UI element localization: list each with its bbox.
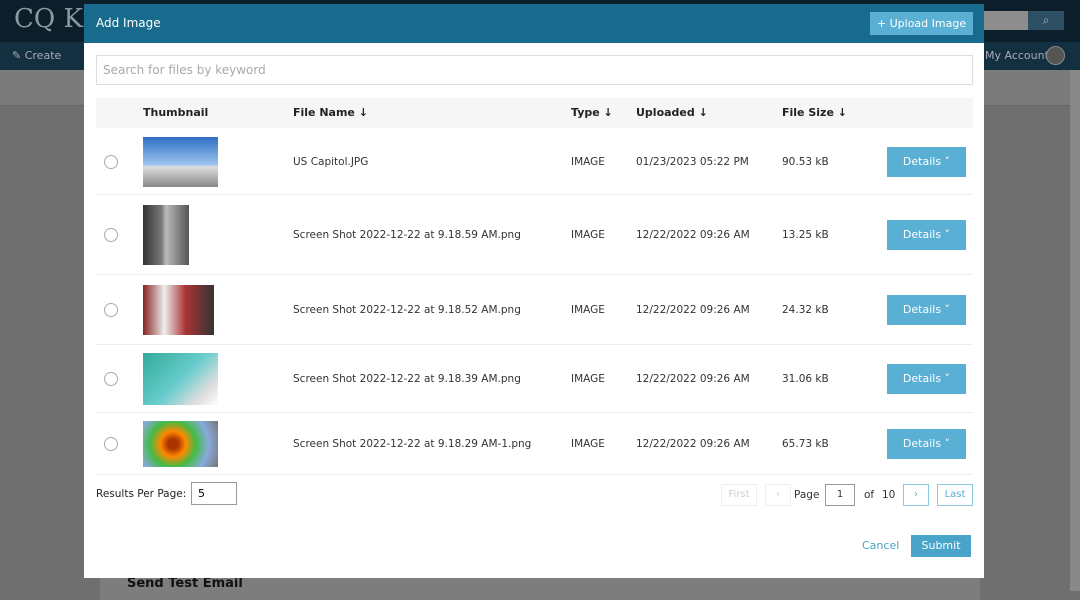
modal-header: Add Image + Upload Image xyxy=(84,4,984,43)
col-thumbnail: Thumbnail xyxy=(143,106,209,119)
file-type: IMAGE xyxy=(571,437,605,450)
col-file-name[interactable]: File Name ↓ xyxy=(293,106,368,119)
modal-title: Add Image xyxy=(96,16,161,30)
table-row: Screen Shot 2022-12-22 at 9.18.52 AM.png… xyxy=(96,275,973,345)
file-name: Screen Shot 2022-12-22 at 9.18.29 AM-1.p… xyxy=(293,437,532,450)
file-name: Screen Shot 2022-12-22 at 9.18.52 AM.png xyxy=(293,303,521,316)
file-size: 13.25 kB xyxy=(782,228,829,241)
col-file-size[interactable]: File Size ↓ xyxy=(782,106,847,119)
scrollbar[interactable] xyxy=(1070,70,1080,591)
add-image-modal: Add Image + Upload Image Thumbnail File … xyxy=(84,4,984,578)
thumbnail-image xyxy=(143,204,189,265)
results-per-page-input[interactable]: 5 xyxy=(191,482,237,505)
total-pages: 10 xyxy=(882,489,896,501)
col-uploaded[interactable]: Uploaded ↓ xyxy=(636,106,708,119)
uploaded-date: 12/22/2022 09:26 AM xyxy=(636,372,750,385)
details-button[interactable]: Details ˅ xyxy=(887,147,966,177)
submit-button[interactable]: Submit xyxy=(911,535,971,557)
uploaded-date: 12/22/2022 09:26 AM xyxy=(636,228,750,241)
table-row: Screen Shot 2022-12-22 at 9.18.39 AM.png… xyxy=(96,345,973,413)
thumbnail-image xyxy=(143,137,218,187)
avatar[interactable] xyxy=(1046,46,1065,65)
thumbnail-image xyxy=(143,420,218,467)
search-icon[interactable]: ⌕ xyxy=(1028,11,1064,30)
page-input[interactable]: 1 xyxy=(825,484,855,506)
of-label: of xyxy=(864,489,875,501)
thumbnail-image xyxy=(143,284,214,335)
cancel-button[interactable]: Cancel xyxy=(862,539,900,552)
select-radio[interactable] xyxy=(104,371,118,386)
file-size: 24.32 kB xyxy=(782,303,829,316)
details-button[interactable]: Details ˅ xyxy=(887,363,966,394)
upload-image-button[interactable]: + Upload Image xyxy=(870,12,973,35)
page-label: Page xyxy=(794,489,820,501)
file-type: IMAGE xyxy=(571,156,605,168)
details-button[interactable]: Details ˅ xyxy=(887,294,966,325)
nav-create[interactable]: ✎ Create xyxy=(12,49,62,62)
file-size: 65.73 kB xyxy=(782,437,829,450)
file-name: US Capitol.JPG xyxy=(293,156,369,168)
last-page-button[interactable]: Last xyxy=(937,484,973,506)
next-page-button[interactable]: › xyxy=(903,484,929,506)
card-title: Send Test Email xyxy=(127,576,243,591)
select-radio[interactable] xyxy=(104,302,118,317)
select-radio[interactable] xyxy=(104,155,118,169)
table-row: Screen Shot 2022-12-22 at 9.18.59 AM.png… xyxy=(96,195,973,275)
table-row: US Capitol.JPG IMAGE 01/23/2023 05:22 PM… xyxy=(96,130,973,195)
file-type: IMAGE xyxy=(571,228,605,241)
col-type[interactable]: Type ↓ xyxy=(571,106,613,119)
details-button[interactable]: Details ˅ xyxy=(887,428,966,459)
select-radio[interactable] xyxy=(104,227,118,242)
uploaded-date: 12/22/2022 09:26 AM xyxy=(636,303,750,316)
file-type: IMAGE xyxy=(571,303,605,316)
uploaded-date: 01/23/2023 05:22 PM xyxy=(636,156,749,168)
thumbnail-image xyxy=(143,352,218,405)
table-header: Thumbnail File Name ↓ Type ↓ Uploaded ↓ … xyxy=(96,98,973,128)
details-button[interactable]: Details ˅ xyxy=(887,219,966,250)
table-row: Screen Shot 2022-12-22 at 9.18.29 AM-1.p… xyxy=(96,413,973,475)
file-name: Screen Shot 2022-12-22 at 9.18.39 AM.png xyxy=(293,372,521,385)
prev-page-button[interactable]: ‹ xyxy=(765,484,791,506)
uploaded-date: 12/22/2022 09:26 AM xyxy=(636,437,750,450)
nav-my-account[interactable]: My Account xyxy=(985,49,1049,62)
first-page-button[interactable]: First xyxy=(721,484,757,506)
file-size: 90.53 kB xyxy=(782,156,829,168)
header-search-input[interactable] xyxy=(984,11,1028,30)
select-radio[interactable] xyxy=(104,436,118,451)
results-per-page-label: Results Per Page: xyxy=(96,488,187,500)
file-name: Screen Shot 2022-12-22 at 9.18.59 AM.png xyxy=(293,228,521,241)
file-type: IMAGE xyxy=(571,372,605,385)
search-input[interactable] xyxy=(96,55,973,85)
nav-create-label: Create xyxy=(24,49,62,62)
file-size: 31.06 kB xyxy=(782,372,829,385)
